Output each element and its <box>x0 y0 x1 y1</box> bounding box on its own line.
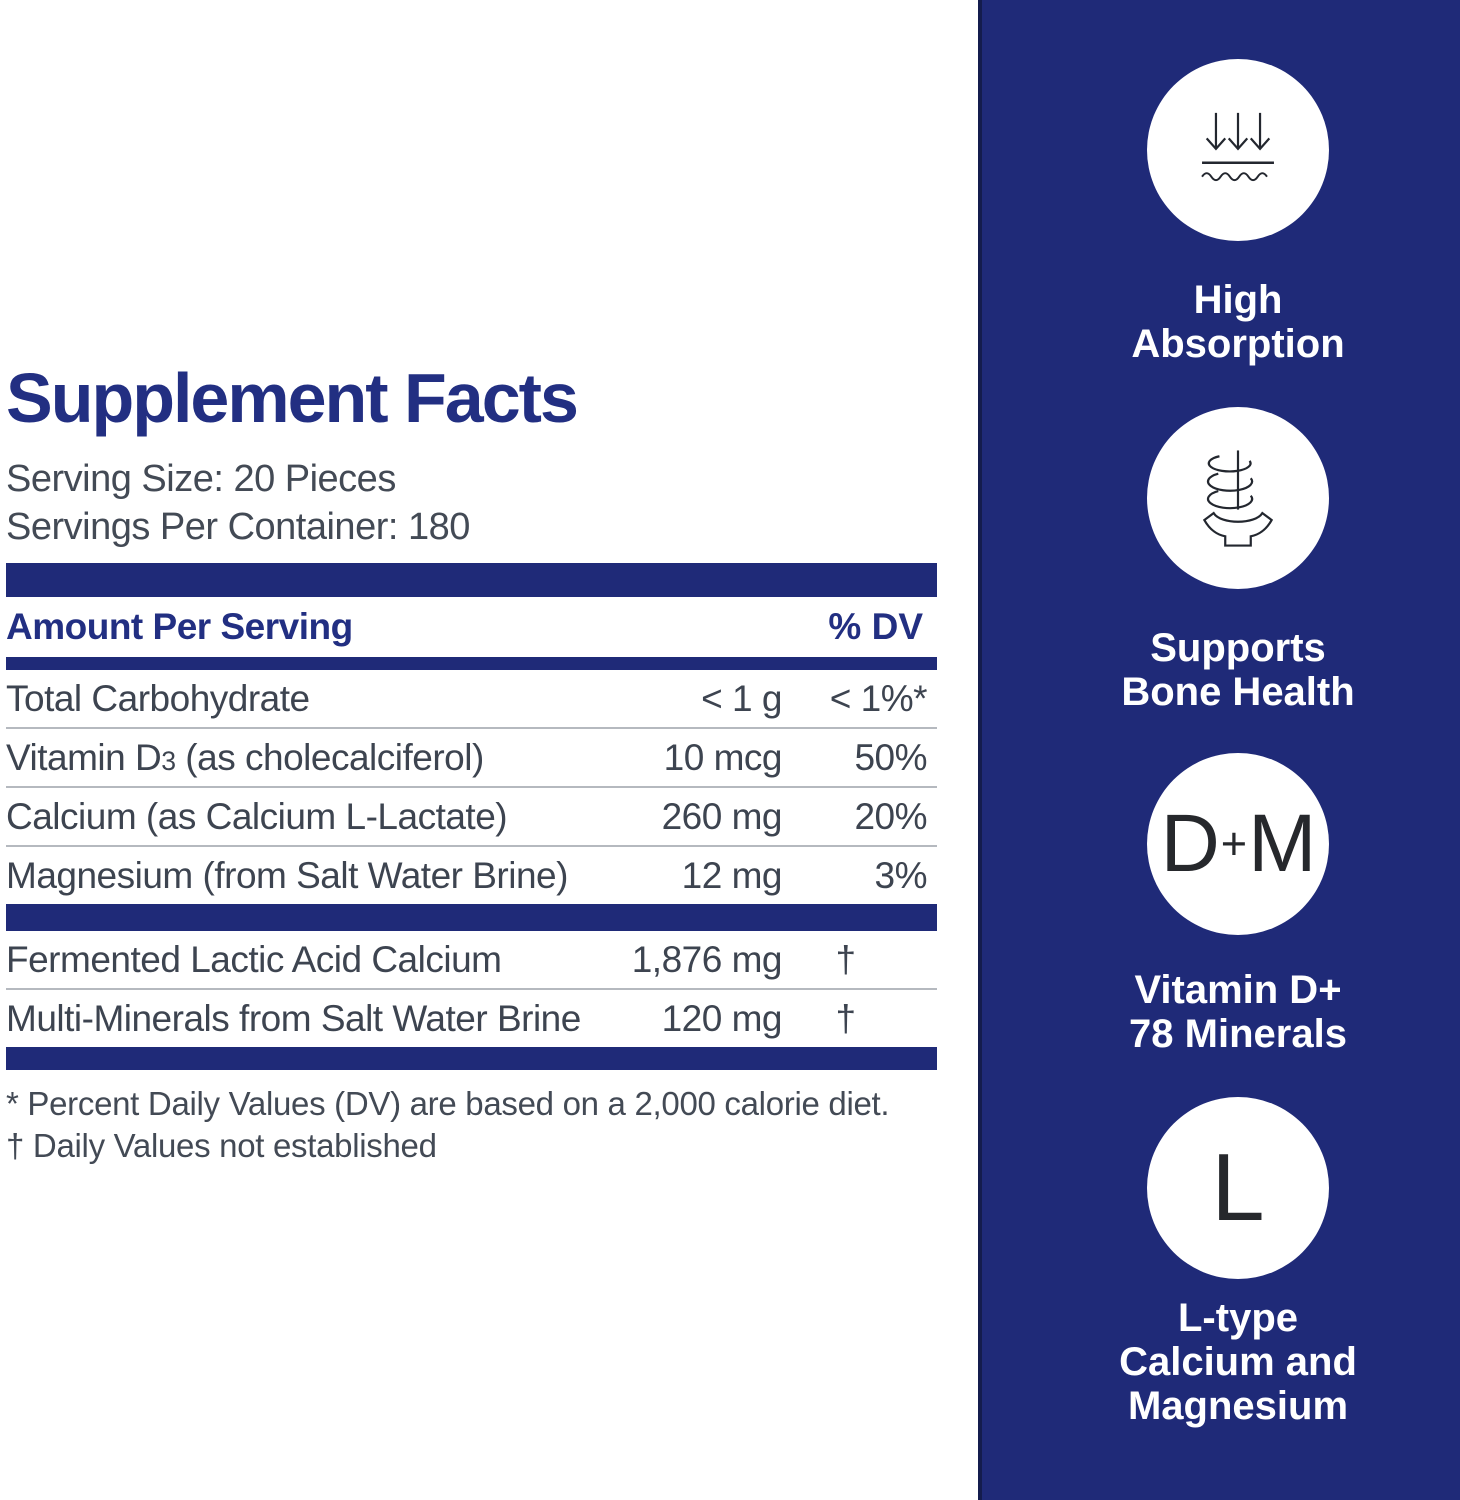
nutrient-row: Magnesium (from Salt Water Brine) 12 mg … <box>6 847 937 904</box>
feature-label-high-absorption: High Absorption <box>1131 278 1345 366</box>
nutrient-amount: 1,876 mg <box>631 938 783 980</box>
footnote-percent-dv: * Percent Daily Values (DV) are based on… <box>6 1085 890 1122</box>
separator-bar-middle <box>6 904 937 931</box>
separator-bar-top <box>6 563 937 597</box>
separator-bar-header <box>6 657 937 670</box>
nutrient-row: Total Carbohydrate < 1 g < 1%* <box>6 670 937 729</box>
feature-circle-absorption <box>1147 59 1329 241</box>
nutrient-row: Calcium (as Calcium L-Lactate) 260 mg 20… <box>6 788 937 847</box>
nutrient-row: Multi-Minerals from Salt Water Brine 120… <box>6 990 937 1047</box>
nutrient-name: Multi-Minerals from Salt Water Brine <box>6 997 581 1039</box>
nutrient-name: Vitamin D3 (as cholecalciferol) <box>6 736 484 778</box>
feature-circle-l: L <box>1147 1097 1329 1279</box>
nutrient-name: Calcium (as Calcium L-Lactate) <box>6 795 508 837</box>
footnotes: * Percent Daily Values (DV) are based on… <box>6 1083 937 1167</box>
nutrient-name: Total Carbohydrate <box>6 677 310 719</box>
nutrient-amount: 260 mg <box>661 795 783 837</box>
servings-per-container: Servings Per Container: 180 <box>6 506 470 548</box>
l-badge: L <box>1211 1134 1265 1241</box>
nutrient-dv: < 1%* <box>829 677 928 719</box>
nutrient-amount: 12 mg <box>681 854 783 896</box>
feature-circle-dm: D + M <box>1147 753 1329 935</box>
separator-bar-bottom <box>6 1047 937 1070</box>
supplement-facts-title: Supplement Facts <box>6 359 579 437</box>
amount-per-serving-header: Amount Per Serving <box>6 606 353 647</box>
feature-label-bone-health: Supports Bone Health <box>1121 626 1355 714</box>
supplement-facts-panel: Supplement Facts Serving Size: 20 Pieces… <box>6 362 937 1167</box>
nutrient-amount: 10 mcg <box>663 736 783 778</box>
nutrient-dv: 20% <box>854 795 927 837</box>
nutrient-name: Magnesium (from Salt Water Brine) <box>6 854 568 896</box>
nutrient-amount: < 1 g <box>701 677 782 719</box>
nutrient-row: Fermented Lactic Acid Calcium 1,876 mg † <box>6 931 937 990</box>
nutrient-dv: † <box>835 997 856 1039</box>
nutrient-name: Fermented Lactic Acid Calcium <box>6 938 502 980</box>
table-header: Amount Per Serving % DV <box>6 597 937 657</box>
nutrient-dv: 50% <box>854 736 927 778</box>
absorption-icon <box>1201 112 1274 182</box>
footnote-dagger: † Daily Values not established <box>6 1127 437 1164</box>
feature-circle-bone <box>1147 407 1329 589</box>
nutrient-row: Vitamin D3 (as cholecalciferol) 10 mcg 5… <box>6 729 937 788</box>
nutrient-dv: 3% <box>874 854 928 896</box>
feature-label-ltype: L-type Calcium and Magnesium <box>1119 1296 1357 1428</box>
feature-label-vitamin-d-minerals: Vitamin D+ 78 Minerals <box>1129 968 1347 1056</box>
dm-badge: D + M <box>1160 798 1317 889</box>
spine-icon <box>1202 450 1274 547</box>
feature-side-panel: High Absorption Supports Bone Health D + M… <box>978 0 1460 1500</box>
serving-size: Serving Size: 20 Pieces <box>6 458 396 500</box>
nutrient-dv: † <box>835 938 856 980</box>
nutrient-amount: 120 mg <box>661 997 783 1039</box>
percent-dv-header: % DV <box>828 606 923 647</box>
